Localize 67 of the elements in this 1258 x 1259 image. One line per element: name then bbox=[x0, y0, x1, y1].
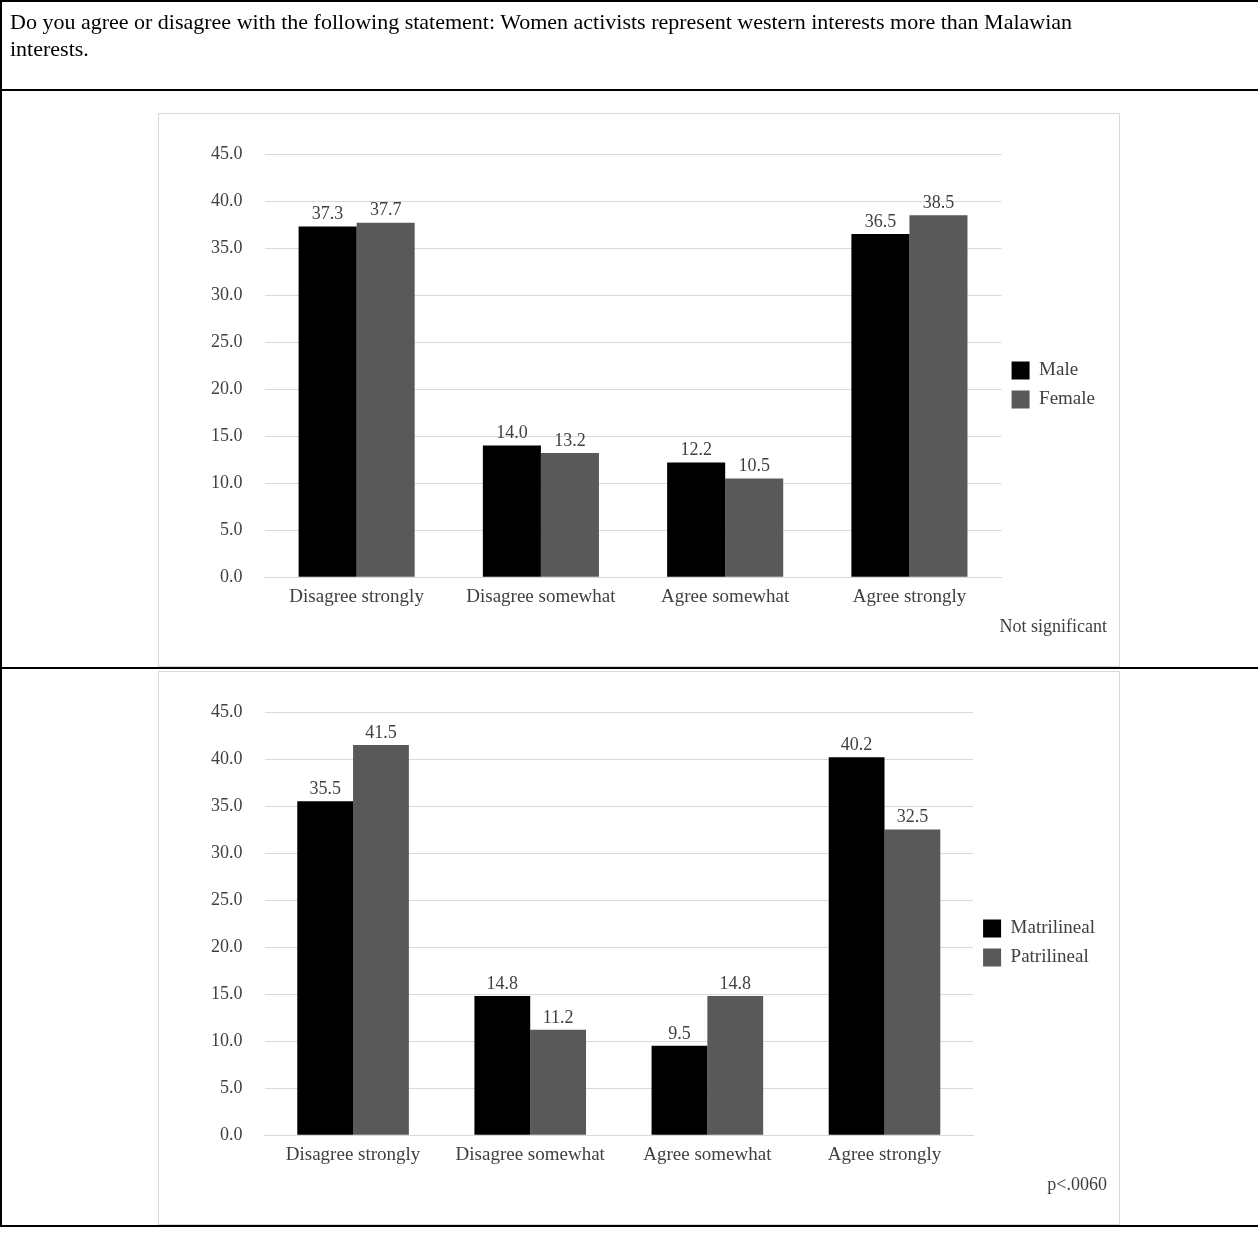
data-label: 40.2 bbox=[840, 733, 873, 754]
y-tick-label: 5.0 bbox=[220, 1076, 243, 1097]
text: p<.0060 bbox=[1047, 1173, 1107, 1194]
y-tick-label: 0.0 bbox=[220, 1123, 243, 1144]
y-tick-label: 0.0 bbox=[220, 565, 243, 586]
legend-label: Female bbox=[1039, 387, 1096, 409]
bar bbox=[353, 744, 409, 1135]
bar bbox=[725, 478, 784, 577]
data-label: 37.7 bbox=[369, 199, 402, 220]
bar bbox=[884, 829, 941, 1135]
data-label: 14.0 bbox=[496, 422, 528, 443]
x-tick-label: Agree strongly bbox=[827, 1142, 942, 1164]
data-label: 32.5 bbox=[896, 806, 929, 827]
bar bbox=[851, 233, 910, 577]
y-tick-label: 40.0 bbox=[211, 747, 243, 768]
y-tick-label: 5.0 bbox=[220, 518, 243, 539]
y-tick-label: 15.0 bbox=[211, 424, 243, 445]
bar bbox=[540, 453, 599, 577]
data-label: 12.2 bbox=[680, 439, 712, 460]
bar bbox=[707, 996, 764, 1135]
bar bbox=[667, 462, 726, 577]
x-tick-label: Disagree somewhat bbox=[455, 1142, 606, 1164]
legend-label: Matrilineal bbox=[1010, 916, 1096, 938]
data-label: 14.8 bbox=[486, 972, 519, 993]
bar bbox=[651, 1045, 708, 1135]
bar bbox=[482, 445, 541, 577]
y-tick-label: 40.0 bbox=[211, 189, 243, 210]
data-label: 9.5 bbox=[668, 1022, 691, 1043]
data-label: 36.5 bbox=[864, 210, 897, 231]
y-tick-label: 25.0 bbox=[211, 888, 243, 909]
data-label: 11.2 bbox=[542, 1006, 574, 1027]
data-label: 14.8 bbox=[719, 972, 752, 993]
x-tick-label: Agree strongly bbox=[852, 584, 967, 606]
x-tick-label: Agree somewhat bbox=[643, 1142, 773, 1164]
data-label: 38.5 bbox=[922, 191, 955, 212]
data-label: 35.5 bbox=[309, 778, 341, 799]
bar bbox=[298, 226, 357, 577]
y-tick-label: 35.0 bbox=[211, 794, 243, 815]
bar bbox=[474, 996, 531, 1135]
chart-title: Do you agree or disagree with the following statement: Women activists represent western interests more than Malawian interests. bbox=[10, 8, 1074, 62]
y-tick-label: 20.0 bbox=[211, 935, 243, 956]
y-tick-label: 30.0 bbox=[211, 841, 243, 862]
y-tick-label: 15.0 bbox=[211, 982, 243, 1003]
bar bbox=[356, 222, 415, 577]
bar bbox=[297, 801, 354, 1135]
y-tick-label: 35.0 bbox=[211, 236, 243, 257]
legend-label: Patrilineal bbox=[1010, 945, 1089, 967]
y-tick-label: 45.0 bbox=[211, 142, 243, 163]
data-label: 13.2 bbox=[554, 429, 586, 450]
y-tick-label: 25.0 bbox=[211, 330, 243, 351]
data-label: 37.3 bbox=[311, 203, 344, 224]
x-tick-label: Disagree strongly bbox=[285, 1142, 421, 1164]
x-tick-label: Disagree strongly bbox=[289, 584, 425, 606]
y-tick-label: 30.0 bbox=[211, 283, 243, 304]
bar bbox=[909, 215, 968, 577]
y-tick-label: 20.0 bbox=[211, 377, 243, 398]
bar bbox=[828, 757, 885, 1135]
text: Not significant bbox=[999, 615, 1107, 636]
y-tick-label: 10.0 bbox=[211, 471, 243, 492]
x-tick-label: Agree somewhat bbox=[661, 584, 790, 606]
x-tick-label: Disagree somewhat bbox=[466, 584, 617, 606]
data-label: 10.5 bbox=[738, 455, 770, 476]
bar bbox=[530, 1029, 587, 1135]
data-label: 41.5 bbox=[365, 721, 397, 742]
y-tick-label: 45.0 bbox=[211, 700, 243, 721]
y-tick-label: 10.0 bbox=[211, 1029, 243, 1050]
legend-label: Male bbox=[1039, 358, 1079, 380]
